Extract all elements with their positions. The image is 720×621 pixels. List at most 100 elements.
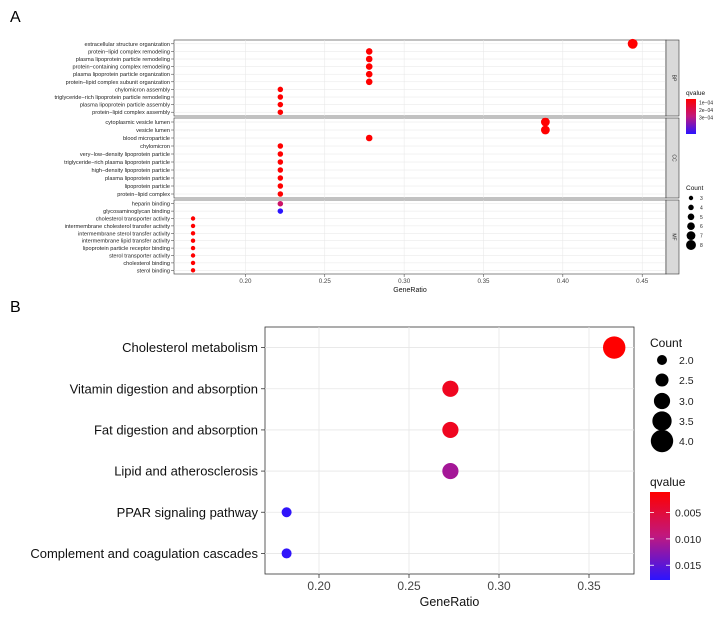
size-legend-label: 3.5 [679, 416, 694, 428]
data-point [603, 336, 626, 359]
x-tick-label: 0.35 [577, 579, 601, 593]
x-tick-label: 0.30 [398, 278, 411, 285]
x-tick-label: 0.25 [397, 579, 421, 593]
term-label: cholesterol transporter activity [96, 217, 171, 223]
term-label: plasma lipoprotein particle [105, 176, 170, 182]
x-tick-label: 0.30 [487, 579, 511, 593]
panel-label-a: A [10, 9, 21, 26]
term-label: Complement and coagulation cascades [30, 546, 258, 561]
data-point [190, 260, 196, 266]
legend-color-title: qvalue [686, 90, 706, 97]
term-label: high−density lipoprotein particle [91, 168, 170, 174]
term-label: Lipid and atherosclerosis [114, 464, 258, 479]
size-legend-dot [686, 231, 696, 241]
data-point [540, 117, 550, 127]
data-point [442, 380, 459, 397]
size-legend-label: 2.0 [679, 355, 694, 367]
x-axis-title: GeneRatio [393, 287, 427, 294]
go-enrichment-dotplot: extracellular structure organizationprot… [54, 38, 713, 294]
term-label: plasma lipoprotein particle remodeling [76, 57, 170, 63]
term-label: protein−containing complex remodeling [73, 65, 170, 71]
size-legend-label: 2.5 [679, 375, 694, 387]
x-tick-label: 0.45 [636, 278, 649, 285]
term-label: lipoprotein particle receptor binding [83, 246, 170, 252]
data-point [190, 238, 196, 243]
size-legend-label: 8 [700, 243, 703, 249]
term-label: Vitamin digestion and absorption [70, 381, 258, 396]
data-point [365, 78, 373, 86]
data-point [365, 48, 373, 55]
size-legend-dot [657, 355, 667, 365]
data-point [277, 101, 284, 108]
data-point [281, 548, 292, 559]
data-point [277, 109, 284, 115]
data-point [277, 151, 284, 157]
colorbar-label: 1e−04 [699, 101, 713, 107]
term-label: protein−lipid complex remodeling [88, 49, 170, 55]
data-point [277, 175, 284, 181]
size-legend-dot [655, 373, 669, 387]
term-label: heparin binding [132, 202, 170, 208]
term-label: very−low−density lipoprotein particle [80, 152, 170, 158]
facet-label: BP [671, 75, 677, 82]
term-label: Fat digestion and absorption [94, 422, 258, 437]
x-tick-label: 0.20 [307, 579, 331, 593]
data-point [442, 462, 459, 480]
term-label: protein−lipid complex subunit organizati… [66, 80, 170, 86]
plot-panel [264, 326, 635, 575]
legend-size-title: Count [650, 336, 683, 350]
data-point [627, 38, 638, 49]
term-label: triglyceride−rich plasma lipoprotein par… [64, 160, 170, 166]
colorbar-label: 3e−04 [699, 116, 713, 122]
facet-label: CC [671, 154, 677, 162]
data-point [277, 167, 284, 173]
facet-strip-mf [665, 199, 680, 275]
data-point [277, 159, 284, 165]
term-label: chylomicron assembly [115, 87, 170, 93]
data-point [190, 223, 196, 229]
size-legend-label: 4 [700, 205, 703, 211]
data-point [277, 94, 284, 100]
data-point [190, 268, 196, 273]
facet-label: MF [671, 233, 677, 240]
term-label: intermembrane sterol transfer activity [78, 231, 170, 237]
panel-label-b: B [10, 299, 21, 316]
term-label: sterol binding [137, 268, 170, 274]
legend-color-title: qvalue [650, 475, 686, 489]
colorbar-label: 0.005 [675, 508, 701, 520]
data-point [277, 208, 284, 214]
term-label: cholesterol binding [123, 261, 170, 267]
data-point [442, 421, 459, 439]
data-point [365, 134, 373, 142]
size-legend-dot [653, 392, 671, 410]
term-label: lipoprotein particle [125, 184, 170, 190]
data-point [277, 191, 284, 197]
size-legend-dot [688, 195, 694, 201]
data-point [190, 216, 196, 221]
data-point [190, 231, 196, 236]
term-label: chylomicron [140, 144, 170, 150]
size-legend-label: 6 [700, 224, 703, 230]
term-label: protein−lipid complex [117, 192, 170, 198]
colorbar [686, 99, 696, 134]
data-point [365, 55, 373, 63]
term-label: sterol transporter activity [109, 254, 170, 260]
x-tick-label: 0.40 [557, 278, 570, 285]
colorbar-label: 0.015 [675, 560, 701, 572]
data-point [277, 86, 284, 93]
colorbar [650, 492, 670, 580]
data-point [190, 245, 196, 251]
data-point [365, 63, 373, 70]
term-label: extracellular structure organization [84, 42, 170, 48]
x-tick-label: 0.35 [477, 278, 490, 285]
facet-panel-mf [173, 199, 667, 275]
data-point [277, 183, 284, 189]
facet-panel-bp [173, 39, 667, 117]
size-legend-label: 7 [700, 234, 703, 240]
data-point [365, 70, 373, 78]
size-legend-label: 3 [700, 196, 703, 202]
term-label: plasma lipoprotein particle assembly [80, 103, 170, 109]
size-legend-dot [687, 213, 695, 221]
x-tick-label: 0.20 [239, 278, 252, 285]
